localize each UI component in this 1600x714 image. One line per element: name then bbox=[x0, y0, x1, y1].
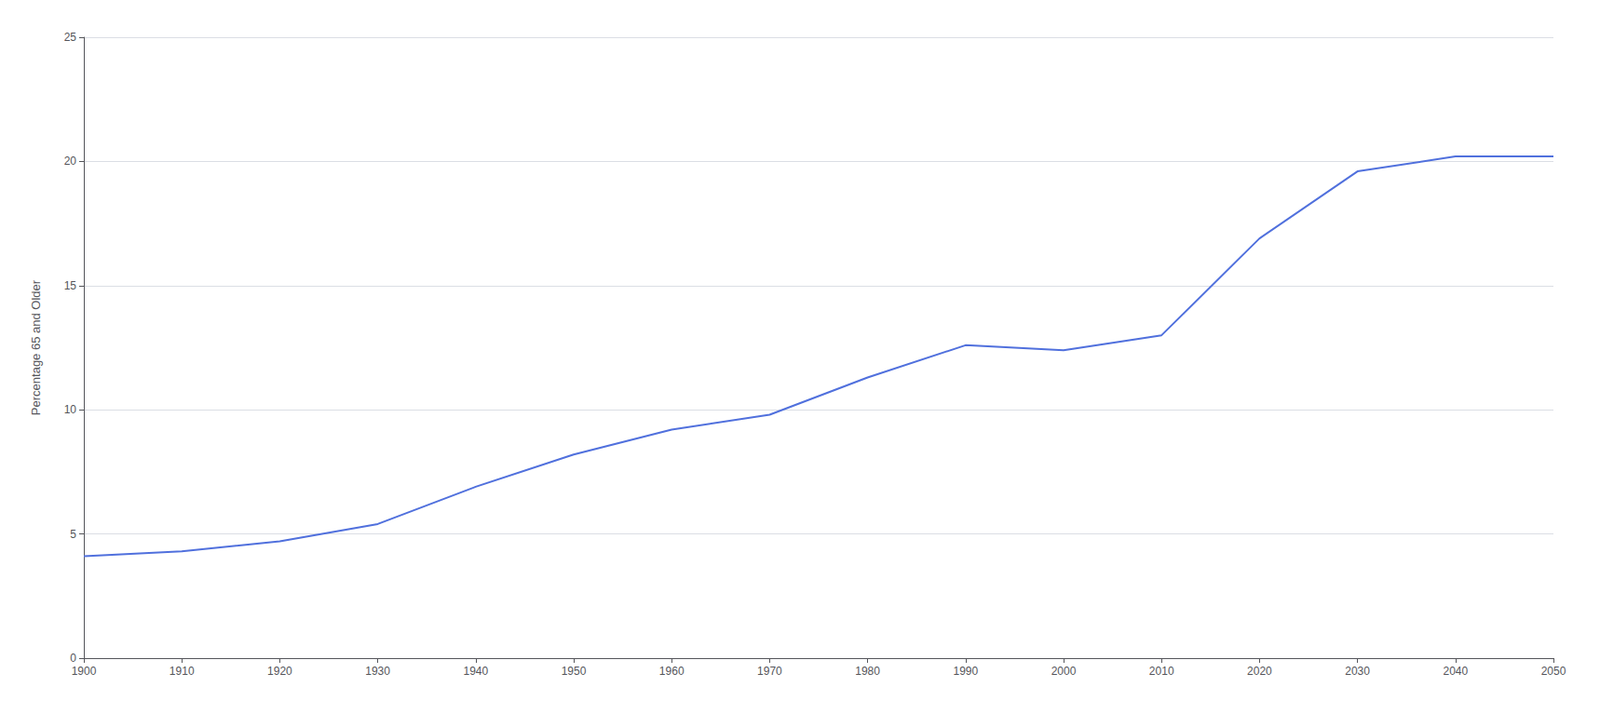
svg-text:1980: 1980 bbox=[854, 664, 881, 678]
svg-text:10: 10 bbox=[64, 403, 78, 417]
svg-text:2040: 2040 bbox=[1442, 664, 1468, 678]
svg-text:15: 15 bbox=[64, 279, 78, 293]
svg-text:2010: 2010 bbox=[1149, 664, 1175, 678]
svg-text:1920: 1920 bbox=[267, 664, 293, 678]
svg-text:1970: 1970 bbox=[757, 664, 783, 678]
svg-text:Percentage 65 and Older: Percentage 65 and Older bbox=[28, 279, 43, 416]
svg-text:5: 5 bbox=[69, 528, 77, 542]
svg-text:1930: 1930 bbox=[365, 664, 391, 678]
svg-text:1950: 1950 bbox=[561, 664, 587, 678]
svg-text:1910: 1910 bbox=[169, 664, 195, 678]
svg-text:20: 20 bbox=[64, 154, 78, 168]
svg-text:2000: 2000 bbox=[1051, 664, 1077, 678]
svg-text:1940: 1940 bbox=[462, 664, 489, 678]
svg-text:2030: 2030 bbox=[1344, 664, 1370, 678]
svg-text:1990: 1990 bbox=[952, 664, 978, 678]
svg-text:1960: 1960 bbox=[659, 664, 685, 678]
svg-text:2020: 2020 bbox=[1247, 664, 1273, 678]
svg-text:0: 0 bbox=[69, 651, 77, 665]
svg-text:25: 25 bbox=[64, 30, 78, 44]
svg-text:1900: 1900 bbox=[71, 664, 97, 678]
svg-text:2050: 2050 bbox=[1541, 664, 1567, 678]
